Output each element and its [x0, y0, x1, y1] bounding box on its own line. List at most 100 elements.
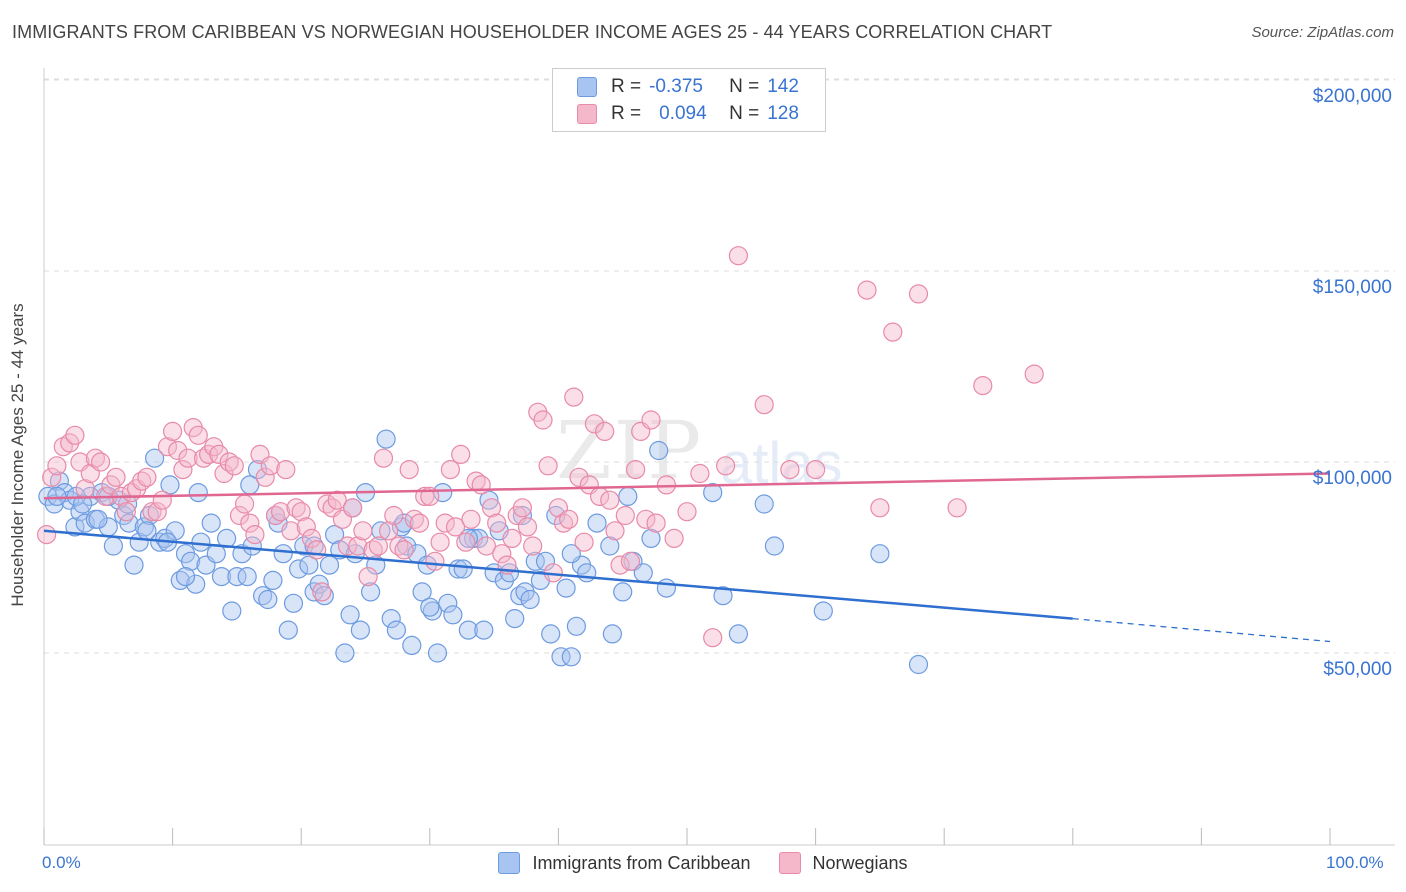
- norwegian-point: [404, 509, 424, 529]
- norwegian-point: [425, 551, 445, 571]
- caribbean-point: [188, 483, 208, 503]
- caribbean-point: [613, 582, 633, 602]
- norwegian-point: [445, 517, 466, 537]
- norwegian-point: [451, 444, 471, 464]
- norwegian-point: [481, 498, 502, 518]
- norwegian-point: [584, 414, 605, 434]
- grid-lines: [44, 78, 1395, 654]
- caribbean-point: [438, 593, 458, 613]
- norwegian-point: [219, 452, 239, 472]
- caribbean-point: [117, 494, 138, 514]
- norwegian-point: [476, 536, 496, 556]
- y-tick-label: $150,000: [1312, 277, 1392, 298]
- caribbean-point: [361, 582, 381, 602]
- caribbean-point: [253, 586, 273, 606]
- norwegian-point: [147, 502, 167, 522]
- norwegian-point: [152, 490, 172, 510]
- norwegian-point: [610, 555, 630, 575]
- caribbean-point: [541, 624, 561, 644]
- y-tick-label: $200,000: [1312, 86, 1392, 107]
- norwegian-point: [615, 505, 635, 526]
- norwegian-point: [260, 456, 280, 476]
- caribbean-point: [70, 502, 90, 522]
- pink-swatch-icon: [778, 852, 801, 874]
- norwegian-point: [440, 460, 460, 480]
- caribbean-point: [376, 429, 396, 449]
- caribbean-point: [813, 601, 833, 621]
- caribbean-point: [458, 620, 478, 640]
- norwegian-point: [106, 467, 126, 487]
- norwegian-point: [564, 387, 584, 407]
- caribbean-point: [227, 566, 247, 587]
- caribbean-point: [88, 509, 108, 529]
- norwegian-point: [85, 448, 106, 468]
- r-value: -0.375: [649, 76, 703, 97]
- caribbean-trend-extension: [1072, 617, 1331, 643]
- caribbean-point: [65, 517, 85, 537]
- caribbean-point: [479, 490, 499, 510]
- caribbean-point: [656, 578, 677, 598]
- norwegian-point: [502, 528, 522, 549]
- caribbean-point: [283, 593, 304, 613]
- caribbean-point: [289, 559, 309, 579]
- norwegian-point: [805, 460, 826, 480]
- norwegian-point: [116, 502, 136, 522]
- caribbean-point: [641, 528, 661, 549]
- caribbean-point: [556, 578, 576, 598]
- legend-row-norwegians: R = 0.094 N = 128: [577, 102, 799, 126]
- norwegian-point: [533, 410, 553, 430]
- legend-label: Immigrants from Caribbean: [532, 852, 751, 873]
- legend-item-norwegians[interactable]: Norwegians: [778, 852, 908, 874]
- norwegian-point: [690, 463, 710, 484]
- caribbean-point: [340, 605, 360, 625]
- caribbean-point: [453, 559, 473, 579]
- norwegian-point: [430, 532, 450, 552]
- r-label: R =: [611, 76, 642, 97]
- pink-swatch-icon: [577, 104, 597, 124]
- caribbean-point: [561, 647, 581, 667]
- norwegian-point: [538, 456, 558, 476]
- caribbean-point: [160, 475, 180, 495]
- norwegian-point: [307, 540, 327, 560]
- norwegian-point: [595, 421, 615, 441]
- norwegian-point: [1024, 364, 1044, 384]
- legend-item-caribbean[interactable]: Immigrants from Caribbean: [498, 852, 751, 874]
- caribbean-point: [728, 624, 749, 644]
- caribbean-point: [499, 563, 520, 583]
- watermark-zip: ZIP: [556, 404, 704, 497]
- norwegian-point: [281, 521, 301, 541]
- norwegian-point: [132, 471, 152, 491]
- correlation-legend: R = -0.375 N = 142 R = 0.094 N = 128: [552, 68, 826, 132]
- norwegian-point: [605, 521, 625, 541]
- n-value: 142: [767, 76, 799, 97]
- norwegian-point: [36, 524, 57, 545]
- norwegian-point: [178, 448, 198, 468]
- chart-title: IMMIGRANTS FROM CARIBBEAN VS NORWEGIAN H…: [12, 22, 1053, 42]
- y-tick-label: $50,000: [1323, 659, 1392, 680]
- caribbean-point: [186, 574, 206, 594]
- caribbean-point: [319, 555, 340, 575]
- norwegian-point: [163, 421, 183, 441]
- norwegian-point: [296, 517, 316, 537]
- norwegian-point: [646, 513, 666, 533]
- caribbean-point: [402, 635, 422, 656]
- norwegian-point: [255, 467, 275, 487]
- norwegian-point: [373, 448, 394, 468]
- caribbean-point: [427, 643, 448, 663]
- legend-row-caribbean: R = -0.375 N = 142: [577, 75, 799, 99]
- n-label: N =: [729, 103, 760, 124]
- caribbean-point: [600, 536, 620, 556]
- caribbean-point: [577, 563, 597, 583]
- norwegian-point: [229, 505, 250, 526]
- norwegian-point: [384, 505, 404, 526]
- norwegian-point: [90, 452, 111, 472]
- norwegian-point: [358, 566, 378, 587]
- source-credit: Source: ZipAtlas.com: [1251, 24, 1394, 41]
- norwegian-point: [973, 376, 993, 396]
- caribbean-point: [587, 513, 607, 533]
- norwegian-point: [271, 502, 291, 522]
- caribbean-point: [242, 536, 262, 556]
- norwegian-point: [137, 467, 157, 487]
- norwegian-point: [641, 410, 661, 430]
